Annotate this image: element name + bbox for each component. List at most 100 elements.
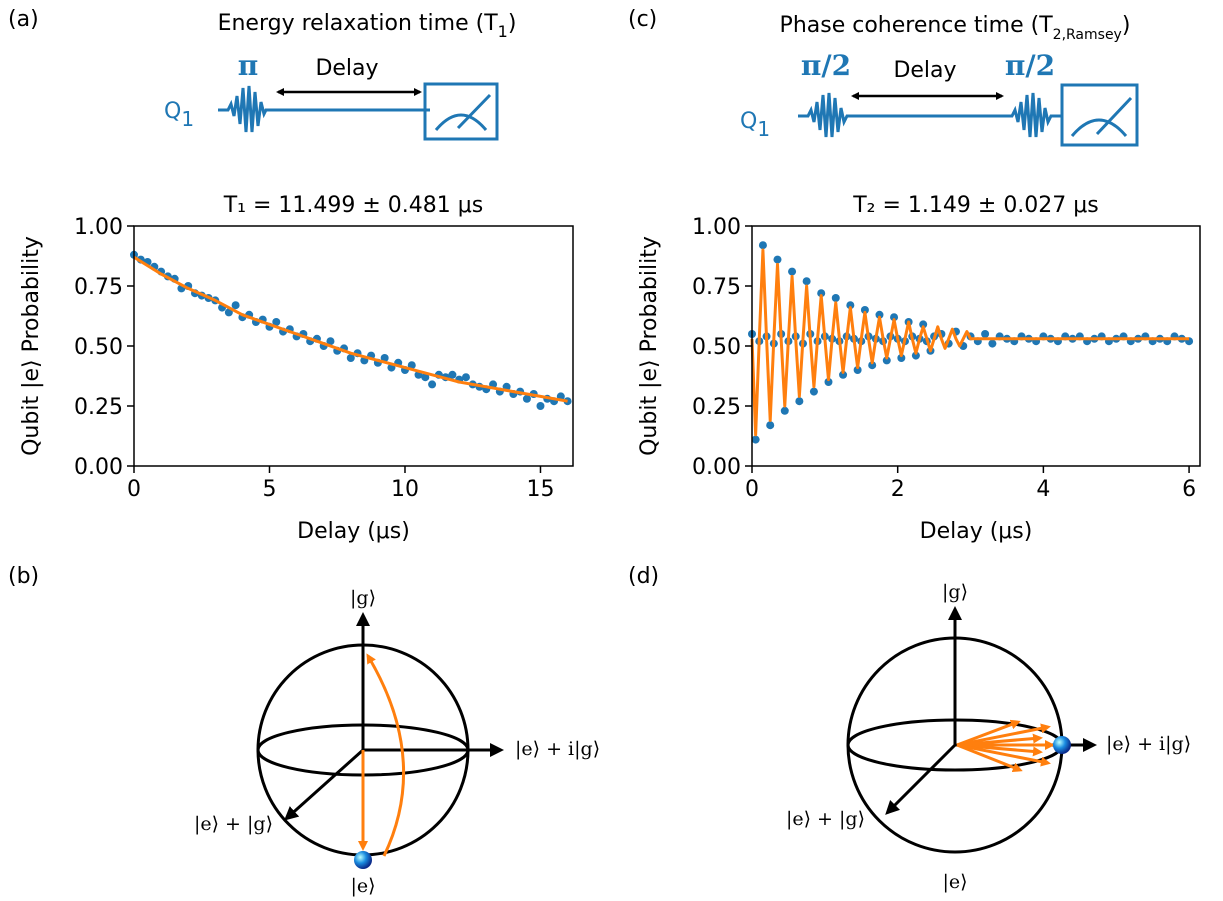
dephasing-arrows: [956, 719, 1055, 773]
excite-arrow: [366, 653, 406, 857]
point: [981, 330, 990, 338]
qubit-sub: 1: [181, 107, 194, 131]
point: [522, 394, 531, 403]
panel-title: Phase coherence time (T2,Ramsey): [780, 13, 1131, 43]
state: [1053, 736, 1071, 754]
point: [231, 301, 240, 310]
axis-label: |e⟩ + |g⟩: [194, 813, 273, 835]
x-tick-label: 15: [526, 477, 554, 502]
qubit-sub: 1: [757, 117, 770, 141]
gate-label: π/2: [1005, 49, 1055, 82]
title-sub: 2,Ramsey: [1053, 27, 1122, 43]
chart-title: T₂ = 1.149 ± 0.027 μs: [852, 193, 1099, 218]
point: [780, 406, 789, 415]
point: [824, 378, 833, 386]
plot-frame: [751, 225, 1201, 467]
point: [766, 421, 775, 430]
y-axis-label: Qubit |e⟩ Probability: [19, 236, 44, 456]
point: [326, 337, 335, 346]
point: [897, 354, 906, 362]
plot: [748, 241, 1194, 444]
axis-label: |g⟩: [350, 587, 376, 609]
axis-label: |g⟩: [942, 581, 968, 603]
axis: [885, 743, 957, 815]
point: [346, 354, 355, 362]
point: [428, 380, 437, 389]
point: [758, 241, 767, 250]
x-tick-label: 10: [391, 477, 419, 502]
title-end: ): [508, 11, 517, 36]
point: [802, 277, 811, 286]
x-tick-label: 0: [127, 477, 141, 502]
axis-label: |e⟩ + i|g⟩: [515, 738, 600, 760]
y-axis-label: Qubit |e⟩ Probability: [637, 236, 662, 456]
panel-title: Energy relaxation time (T1): [218, 11, 517, 41]
point: [563, 397, 572, 406]
point: [224, 308, 233, 317]
meter: [434, 93, 492, 131]
delay-label: Delay: [315, 56, 378, 81]
point: [817, 289, 826, 298]
chart-title: T₁ = 11.499 ± 0.481 μs: [223, 193, 484, 218]
point: [831, 294, 840, 302]
point: [890, 313, 899, 322]
arrow: [956, 743, 1043, 757]
panel-label: (d): [628, 564, 659, 589]
plot-frame: [133, 225, 574, 467]
y-tick-label: 0.75: [692, 275, 741, 300]
panel-label: (b): [8, 564, 39, 589]
arrow: [956, 743, 1023, 773]
point: [875, 310, 884, 319]
arrow: [956, 743, 1051, 767]
point: [860, 306, 869, 314]
axis-label: |e⟩ + |g⟩: [786, 808, 865, 830]
fit-line: [750, 248, 1190, 437]
axis-label: |e⟩ + i|g⟩: [1106, 733, 1191, 755]
point: [421, 373, 430, 382]
axis: [284, 748, 365, 821]
x-tick-label: 5: [262, 477, 276, 502]
point: [911, 351, 920, 360]
point: [882, 356, 891, 365]
qubit-text: Q: [164, 99, 181, 124]
qubit-text: Q: [740, 109, 757, 134]
gate-label: π/2: [801, 49, 851, 82]
arrow: [956, 719, 1021, 747]
title-sub: 1: [498, 22, 508, 41]
point: [988, 339, 997, 348]
point: [853, 366, 862, 374]
point: [448, 370, 457, 379]
y-tick-label: 0.00: [692, 455, 741, 480]
point: [773, 255, 782, 264]
bloch-sphere: [846, 606, 1097, 854]
bloch-sphere: [256, 612, 504, 869]
measure-box: [1060, 83, 1139, 147]
point: [272, 318, 281, 326]
point: [536, 402, 545, 410]
axis-label: |e⟩: [942, 871, 967, 893]
y-tick-label: 0.25: [692, 395, 741, 420]
y-tick-label: 0.50: [692, 335, 741, 360]
measure-box: [423, 82, 499, 141]
point: [795, 397, 804, 406]
qubit-label: Q1: [164, 99, 194, 131]
plot: [130, 250, 572, 410]
y-tick-label: 0.75: [74, 275, 123, 300]
panel-label: (c): [628, 7, 657, 32]
x-tick-label: 4: [1036, 477, 1050, 502]
pulse: [798, 92, 1062, 138]
y-tick-label: 0.00: [74, 455, 123, 480]
x-axis-label: Delay (μs): [297, 519, 410, 544]
point: [868, 361, 877, 370]
arrow: [956, 723, 1051, 747]
state: [354, 851, 372, 869]
point: [809, 387, 818, 396]
fit-line: [133, 255, 568, 403]
y-tick-label: 1.00: [74, 215, 123, 240]
title-text: Phase coherence time (T: [780, 13, 1054, 38]
pulse: [218, 85, 430, 133]
meter: [1070, 96, 1133, 137]
panel-label: (a): [8, 7, 39, 32]
y-tick-label: 1.00: [692, 215, 741, 240]
